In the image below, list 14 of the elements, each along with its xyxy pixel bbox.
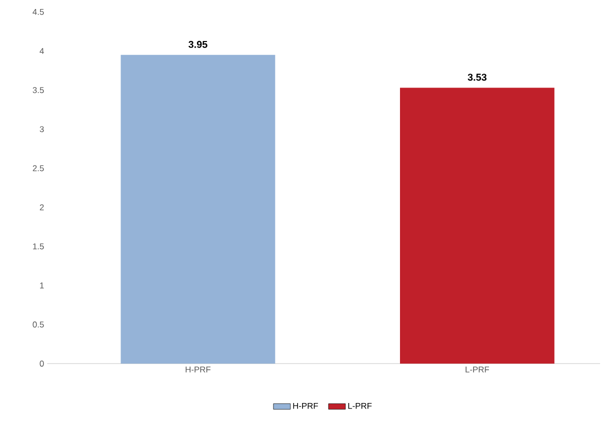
y-tick-label: 0.5 — [32, 321, 44, 328]
y-tick-label: 1.5 — [33, 243, 44, 250]
y-tick-label: 1 — [40, 282, 44, 288]
legend-label: L-PRF — [348, 402, 372, 409]
data-label: 3.53 — [468, 74, 486, 81]
y-tick-label: 4.5 — [32, 8, 44, 15]
data-label: 3.95 — [188, 40, 208, 48]
y-tick-label: 3.5 — [32, 86, 44, 93]
y-tick-label: 4 — [40, 48, 44, 54]
y-tick-label: 2 — [40, 204, 44, 210]
y-tick-label: 3 — [40, 126, 44, 132]
y-tick-label: 2.5 — [32, 165, 44, 172]
legend-label: H-PRF — [293, 402, 318, 409]
y-tick-label: 0 — [40, 360, 44, 366]
